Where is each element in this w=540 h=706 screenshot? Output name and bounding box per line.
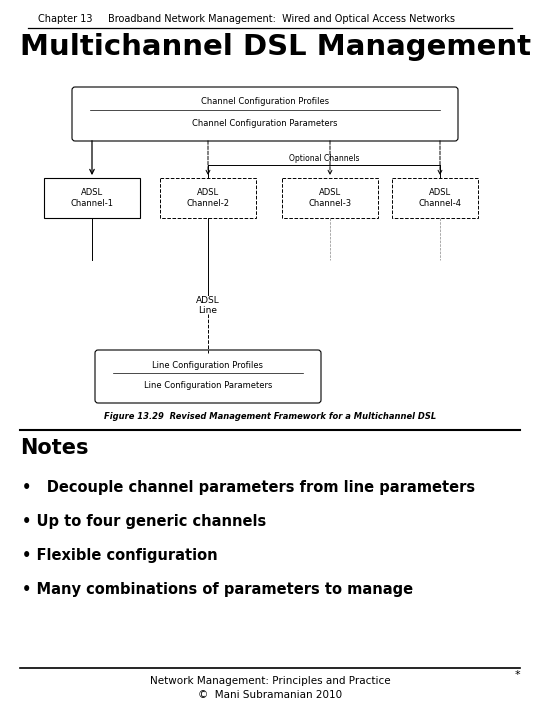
FancyBboxPatch shape [72, 87, 458, 141]
Text: ADSL
Channel-1: ADSL Channel-1 [71, 189, 113, 208]
Text: *: * [515, 670, 520, 680]
Bar [160, 178, 256, 218]
Bar [282, 178, 378, 218]
FancyBboxPatch shape [95, 350, 321, 403]
Bar [44, 178, 140, 218]
Text: ADSL
Channel-4: ADSL Channel-4 [418, 189, 462, 208]
Text: Multichannel DSL Management: Multichannel DSL Management [20, 33, 531, 61]
Text: • Up to four generic channels: • Up to four generic channels [22, 514, 266, 529]
Text: ADSL
Channel-2: ADSL Channel-2 [186, 189, 230, 208]
Text: Line Configuration Parameters: Line Configuration Parameters [144, 381, 272, 390]
Text: Figure 13.29  Revised Management Framework for a Multichannel DSL: Figure 13.29 Revised Management Framewor… [104, 412, 436, 421]
Text: Network Management: Principles and Practice: Network Management: Principles and Pract… [150, 676, 390, 686]
Text: • Flexible configuration: • Flexible configuration [22, 548, 218, 563]
Text: ©  Mani Subramanian 2010: © Mani Subramanian 2010 [198, 690, 342, 700]
Text: Chapter 13: Chapter 13 [38, 14, 92, 24]
Text: • Many combinations of parameters to manage: • Many combinations of parameters to man… [22, 582, 413, 597]
Text: Channel Configuration Parameters: Channel Configuration Parameters [192, 119, 338, 128]
Text: •   Decouple channel parameters from line parameters: • Decouple channel parameters from line … [22, 480, 475, 495]
Bar [392, 178, 478, 218]
Text: ADSL
Channel-3: ADSL Channel-3 [308, 189, 352, 208]
Text: Optional Channels: Optional Channels [289, 154, 359, 163]
Text: Channel Configuration Profiles: Channel Configuration Profiles [201, 97, 329, 107]
Text: Line Configuration Profiles: Line Configuration Profiles [152, 361, 264, 369]
Text: ADSL
Line: ADSL Line [196, 296, 220, 316]
Text: Broadband Network Management:  Wired and Optical Access Networks: Broadband Network Management: Wired and … [108, 14, 455, 24]
Text: Notes: Notes [20, 438, 89, 458]
